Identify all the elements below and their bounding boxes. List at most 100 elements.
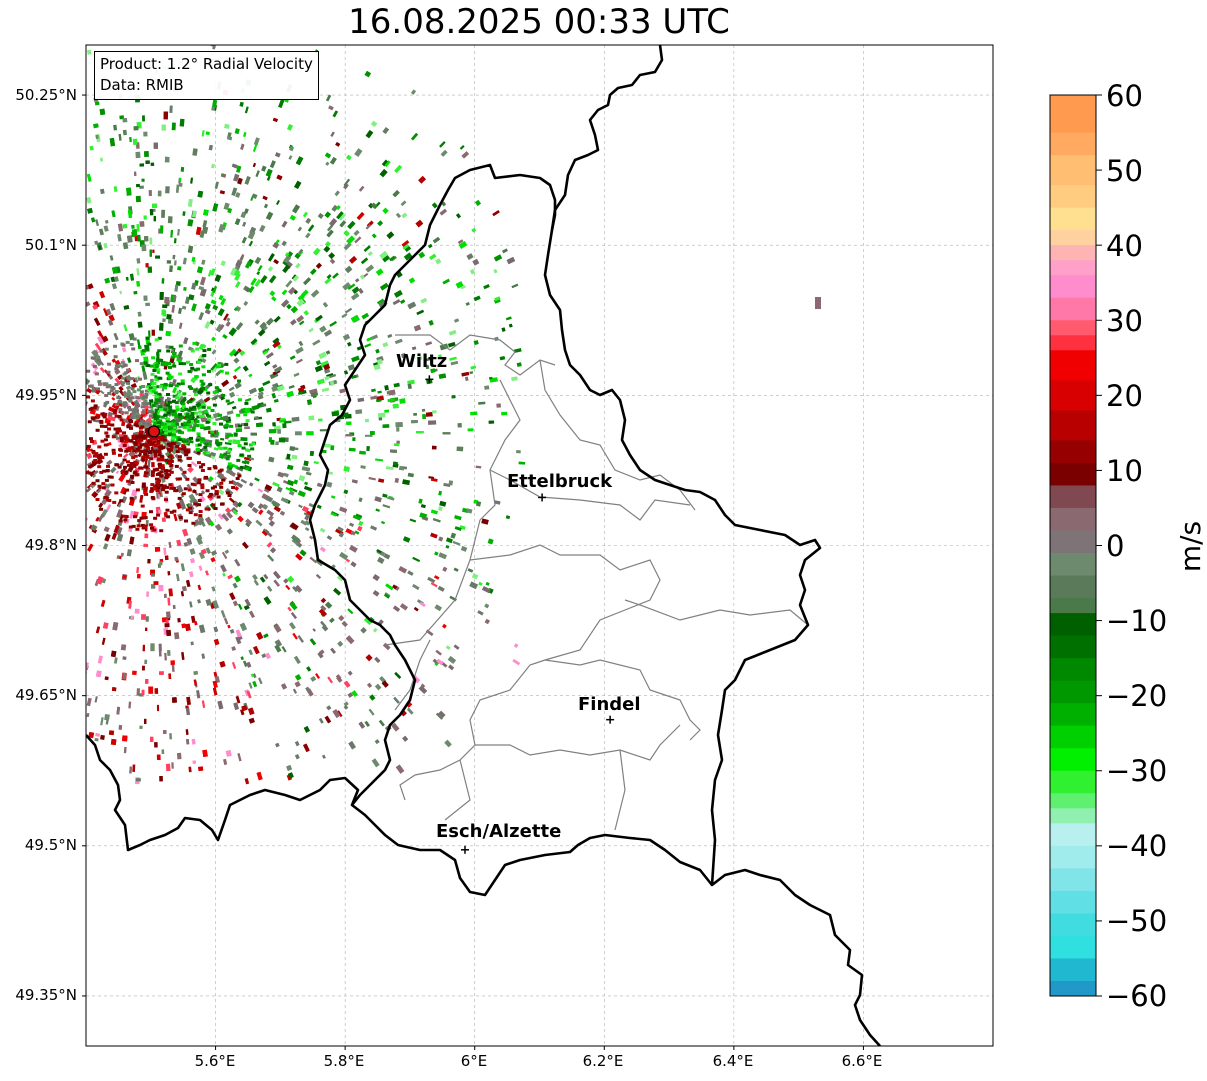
radar-echo-cell	[470, 411, 478, 416]
radar-echo-cell	[138, 466, 143, 470]
radar-echo-cell	[413, 606, 419, 612]
radar-echo-cell	[149, 437, 154, 441]
radar-echo-cell	[382, 493, 388, 498]
radar-echo-cell	[351, 479, 358, 484]
radar-echo-cell	[174, 415, 179, 419]
radar-echo-cell	[204, 410, 209, 414]
colorbar-band	[1050, 275, 1096, 299]
radar-echo-cell	[223, 617, 229, 625]
radar-echo-cell	[135, 195, 141, 203]
radar-echo-cell	[139, 725, 143, 729]
radar-echo-cell	[438, 373, 447, 379]
radar-echo-cell	[106, 422, 111, 426]
radar-echo-cell	[239, 254, 245, 261]
radar-map[interactable]	[0, 0, 1000, 1050]
radar-echo-cell	[153, 216, 156, 222]
radar-echo-cell	[297, 635, 304, 643]
radar-echo-cell	[88, 731, 95, 739]
radar-echo-cell	[213, 626, 219, 633]
colorbar-band	[1050, 890, 1096, 914]
radar-echo-cell	[122, 735, 128, 742]
radar-echo-cell	[221, 551, 228, 560]
radar-echo-cell	[267, 266, 274, 272]
radar-echo-cell	[438, 536, 444, 542]
radar-echo-cell	[375, 395, 384, 402]
radar-echo-cell	[438, 506, 443, 512]
radar-echo-cell	[126, 357, 132, 364]
colorbar-band	[1050, 485, 1096, 509]
radar-echo-cell	[99, 108, 106, 116]
radar-echo-cell	[91, 389, 96, 393]
radar-echo-cell	[174, 489, 179, 493]
colorbar-tick-label: −20	[1106, 679, 1168, 713]
radar-echo-cell	[220, 260, 226, 267]
radar-echo-cell	[273, 259, 279, 265]
radar-echo-cell	[159, 358, 164, 363]
radar-echo-cell	[118, 453, 122, 457]
radar-echo-cell	[200, 440, 204, 444]
radar-echo-cell	[178, 322, 183, 329]
radar-echo-cell	[264, 360, 271, 367]
radar-echo-cell	[335, 141, 341, 147]
radar-echo-cell	[254, 416, 259, 420]
radar-echo-cell	[159, 470, 164, 474]
radar-echo-cell	[351, 690, 358, 698]
radar-echo-cell	[374, 656, 381, 664]
radar-echo-cell	[287, 575, 295, 583]
radar-echo-cell	[116, 396, 121, 400]
radar-echo-cell	[265, 495, 274, 503]
radar-echo-cell	[242, 221, 247, 227]
radar-echo-cell	[176, 539, 182, 547]
radar-echo-cell	[344, 370, 349, 375]
radar-echo-cell	[244, 106, 249, 114]
lat-label: 49.8°N	[24, 536, 77, 554]
radar-echo-cell	[117, 465, 122, 469]
radar-echo-cell	[200, 486, 205, 490]
radar-echo-cell	[359, 450, 366, 455]
radar-echo-cell	[337, 212, 346, 221]
radar-echo-cell	[454, 318, 460, 323]
radar-echo-cell	[184, 519, 188, 523]
radar-echo-cell	[394, 477, 399, 483]
national-borders	[86, 45, 881, 1046]
radar-echo-cell	[210, 45, 216, 47]
radar-echo-cell	[223, 313, 229, 321]
radar-echo-cell	[371, 758, 380, 768]
radar-echo-cell	[124, 515, 129, 519]
radar-echo-cell	[164, 474, 169, 478]
radar-echo-cell	[181, 447, 186, 451]
radar-echo-cell	[173, 435, 178, 439]
radar-echo-cell	[113, 355, 118, 359]
radar-echo-cell	[244, 407, 251, 414]
radar-echo-cell	[126, 449, 131, 453]
radar-echo-cell	[161, 486, 166, 490]
radar-echo-cell	[329, 617, 335, 624]
radar-echo-cell	[313, 461, 319, 465]
radar-echo-cell	[392, 190, 400, 198]
radar-echo-cell	[321, 754, 326, 759]
radar-echo-cell	[174, 384, 179, 388]
radar-echo-cell	[155, 395, 159, 399]
radar-echo-cell	[224, 549, 230, 555]
radar-site-marker[interactable]	[147, 425, 161, 438]
radar-echo-cell	[178, 177, 182, 182]
radar-echo-cell	[169, 486, 174, 490]
radar-echo-cell	[254, 256, 262, 265]
radar-echo-cell	[132, 390, 137, 394]
radar-echo-cell	[102, 382, 107, 386]
radar-echo-cell	[234, 558, 241, 567]
radar-echo-cell	[407, 383, 412, 390]
radar-echo-cell	[202, 451, 207, 455]
radar-echo-cell	[130, 383, 137, 389]
radar-echo-cell	[195, 536, 204, 546]
radar-echo-cell	[343, 680, 351, 688]
radar-echo-cell	[374, 496, 382, 503]
radar-echo-cell	[296, 315, 305, 323]
radar-echo-cell	[293, 479, 299, 485]
radar-echo-cell	[228, 480, 233, 484]
radar-echo-cell	[431, 445, 437, 450]
radar-echo-cell	[430, 532, 438, 539]
radar-echo-cell	[214, 439, 219, 444]
radar-echo-cell	[171, 348, 175, 354]
colorbar-band	[1050, 553, 1096, 577]
